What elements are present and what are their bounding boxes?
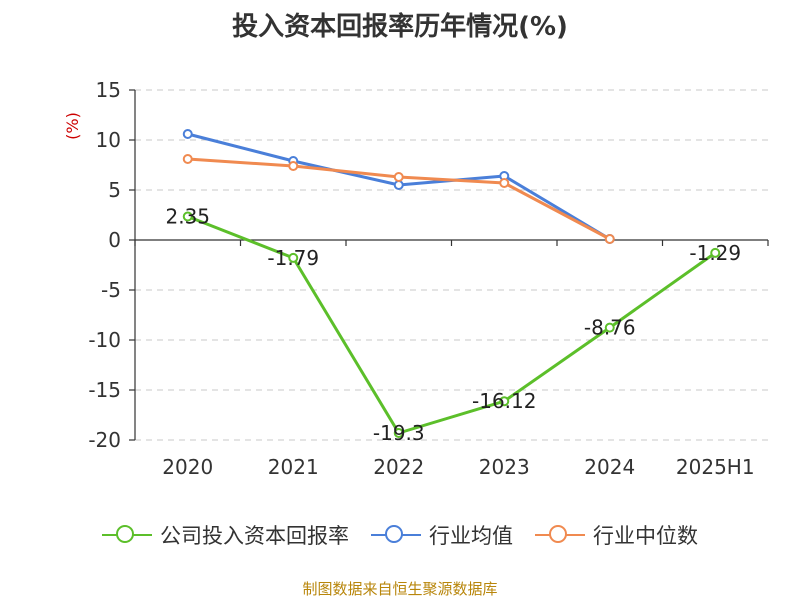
y-tick-label: 15	[96, 78, 121, 102]
x-tick-label: 2023	[479, 455, 530, 479]
y-tick-label: 10	[96, 128, 121, 152]
data-point	[499, 178, 510, 188]
y-tick-label: 0	[108, 228, 121, 252]
y-tick-label: -20	[88, 428, 121, 452]
y-tick-label: 5	[108, 178, 121, 202]
source-note: 制图数据来自恒生聚源数据库	[302, 580, 498, 598]
legend-swatch	[535, 525, 585, 545]
data-point	[288, 161, 299, 171]
legend-swatch	[102, 525, 152, 545]
legend-label: 公司投入资本回报率	[160, 524, 349, 548]
legend-marker	[549, 525, 567, 543]
x-tick-label: 2022	[373, 455, 424, 479]
data-label: -8.76	[584, 316, 636, 340]
y-tick-label: -5	[101, 278, 121, 302]
y-tick-label: -10	[88, 328, 121, 352]
x-tick-label: 2021	[268, 455, 319, 479]
legend-item[interactable]: 行业均值	[371, 520, 513, 550]
data-point	[604, 234, 615, 244]
data-label: -19.3	[373, 421, 425, 445]
data-label: 2.35	[165, 205, 210, 229]
data-point	[182, 129, 193, 139]
data-label: -16.12	[472, 389, 536, 413]
legend-item[interactable]: 行业中位数	[535, 520, 698, 550]
x-tick-label: 2024	[584, 455, 635, 479]
data-point	[499, 396, 510, 407]
x-tick-label: 2020	[162, 455, 213, 479]
data-point	[393, 428, 404, 438]
chart-title: 投入资本回报率历年情况(%)	[232, 12, 568, 42]
x-tick-label: 2025H1	[676, 455, 755, 479]
data-point	[393, 172, 404, 182]
data-label: -1.29	[689, 241, 741, 265]
data-point	[393, 180, 404, 190]
data-point	[710, 247, 721, 258]
legend-label: 行业均值	[429, 524, 513, 548]
data-point	[182, 154, 193, 164]
legend-item[interactable]: 公司投入资本回报率	[102, 520, 349, 550]
legend-swatch	[371, 525, 421, 545]
series-line	[187, 215, 717, 435]
y-axis-label: (%)	[63, 112, 82, 140]
data-point	[604, 322, 615, 333]
legend: 公司投入资本回报率 行业均值 行业中位数	[0, 520, 800, 550]
legend-marker	[385, 525, 403, 543]
data-point	[182, 211, 193, 222]
data-point	[288, 252, 299, 263]
y-tick-label: -15	[88, 378, 121, 402]
legend-marker	[116, 525, 134, 543]
legend-label: 行业中位数	[593, 524, 698, 548]
series-line	[187, 157, 611, 241]
data-label: -1.79	[267, 246, 319, 270]
